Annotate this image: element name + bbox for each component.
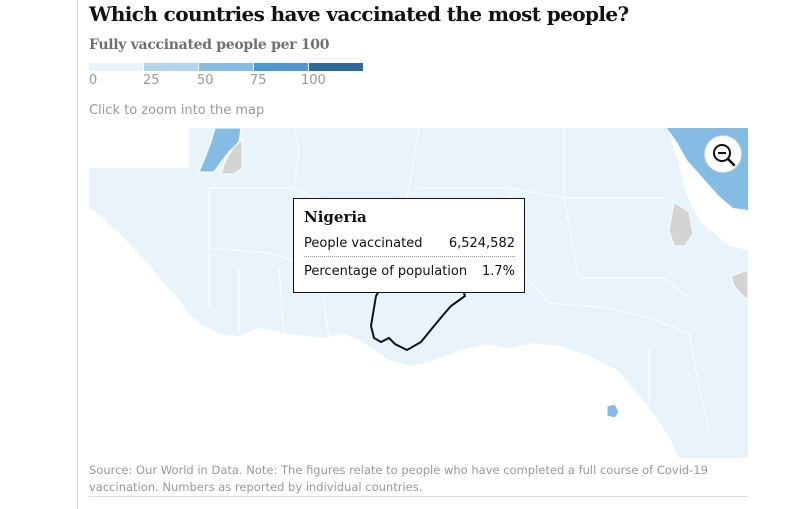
- africa-map[interactable]: [89, 128, 748, 458]
- legend-label-50: 50: [197, 73, 214, 88]
- chart-subtitle: Fully vaccinated people per 100: [89, 37, 330, 53]
- map-land-rwanda[interactable]: [606, 403, 620, 419]
- legend-color-bar: [89, 63, 364, 71]
- tooltip-row-label: Percentage of population: [304, 264, 468, 279]
- tooltip-row-people-vaccinated: People vaccinated 6,524,582: [304, 234, 515, 257]
- map-land-ethiopia-nodata[interactable]: [668, 201, 694, 247]
- tooltip-country-name: Nigeria: [304, 208, 367, 226]
- country-tooltip: Nigeria People vaccinated 6,524,582 Perc…: [293, 198, 525, 293]
- legend-swatch-50: [199, 63, 253, 71]
- legend-label-100: 100: [301, 73, 326, 88]
- map-land-western-sahara[interactable]: [198, 128, 242, 173]
- left-divider: [77, 0, 78, 509]
- tooltip-row-value: 6,524,582: [448, 236, 515, 251]
- zoom-out-button[interactable]: [704, 135, 742, 173]
- tooltip-row-label: People vaccinated: [304, 236, 423, 251]
- map-land-somalia-nodata[interactable]: [730, 269, 748, 301]
- legend-label-0: 0: [89, 73, 98, 88]
- source-note: Source: Our World in Data. Note: The fig…: [89, 463, 708, 494]
- bottom-divider: [89, 496, 748, 497]
- legend-swatch-25: [144, 63, 198, 71]
- map-north-ocean: [89, 128, 189, 168]
- tooltip-row-percentage: Percentage of population 1.7%: [304, 262, 515, 284]
- legend-swatch-75: [254, 63, 308, 71]
- map-land-mauritania-nodata[interactable]: [220, 138, 243, 175]
- chart-title: Which countries have vaccinated the most…: [89, 2, 629, 26]
- legend-labels: 0 25 50 75 100: [89, 73, 389, 91]
- zoom-hint: Click to zoom into the map: [89, 103, 265, 118]
- tooltip-row-value: 1.7%: [481, 264, 515, 279]
- zoom-out-icon: [713, 144, 736, 167]
- legend-swatch-0: [89, 63, 143, 71]
- legend-label-75: 75: [250, 73, 267, 88]
- legend-swatch-100: [309, 63, 363, 71]
- legend-label-25: 25: [143, 73, 160, 88]
